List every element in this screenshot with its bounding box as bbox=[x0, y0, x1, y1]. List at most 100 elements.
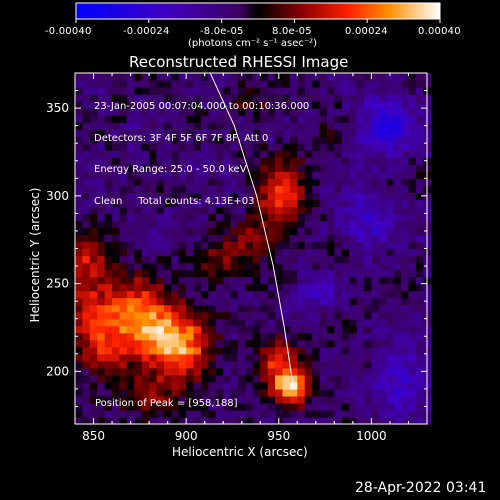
heatmap-pixel bbox=[275, 269, 284, 278]
heatmap-pixel bbox=[215, 136, 224, 144]
heatmap-pixel bbox=[415, 234, 424, 243]
heatmap-pixel bbox=[297, 122, 306, 130]
heatmap-pixel bbox=[141, 367, 150, 376]
heatmap-pixel bbox=[89, 374, 98, 383]
heatmap-pixel bbox=[245, 94, 254, 102]
heatmap-pixel bbox=[238, 381, 247, 390]
heatmap-pixel bbox=[341, 220, 350, 229]
heatmap-pixel bbox=[267, 94, 276, 102]
heatmap-pixel bbox=[238, 80, 247, 88]
heatmap-pixel bbox=[356, 311, 365, 320]
heatmap-pixel bbox=[312, 332, 321, 341]
heatmap-pixel bbox=[178, 129, 187, 137]
heatmap-pixel bbox=[297, 234, 306, 243]
heatmap-pixel bbox=[149, 248, 158, 257]
heatmap-pixel bbox=[82, 353, 91, 362]
heatmap-pixel bbox=[238, 395, 247, 404]
heatmap-pixel bbox=[149, 143, 158, 151]
heatmap-pixel bbox=[126, 157, 135, 165]
heatmap-pixel bbox=[393, 122, 402, 130]
heatmap-pixel bbox=[156, 395, 165, 404]
heatmap-pixel bbox=[415, 276, 424, 285]
heatmap-pixel bbox=[75, 388, 84, 397]
heatmap-pixel bbox=[171, 276, 180, 285]
heatmap-pixel bbox=[112, 388, 121, 397]
heatmap-pixel bbox=[82, 101, 91, 109]
heatmap-pixel bbox=[89, 192, 98, 200]
heatmap-pixel bbox=[252, 108, 261, 116]
heatmap-pixel bbox=[252, 143, 261, 151]
heatmap-pixel bbox=[97, 122, 106, 130]
heatmap-pixel bbox=[267, 87, 276, 95]
heatmap-pixel bbox=[89, 381, 98, 390]
heatmap-pixel bbox=[112, 129, 121, 137]
heatmap-pixel bbox=[104, 227, 113, 236]
heatmap-pixel bbox=[408, 353, 417, 362]
heatmap-pixel bbox=[223, 339, 232, 348]
heatmap-pixel bbox=[326, 304, 335, 313]
heatmap-pixel bbox=[401, 360, 410, 369]
heatmap-pixel bbox=[200, 87, 209, 95]
heatmap-pixel bbox=[215, 87, 224, 95]
heatmap-pixel bbox=[134, 360, 143, 369]
heatmap-pixel bbox=[156, 367, 165, 376]
heatmap-pixel bbox=[252, 269, 261, 278]
heatmap-pixel bbox=[149, 108, 158, 116]
heatmap-pixel bbox=[171, 318, 180, 327]
heatmap-pixel bbox=[267, 318, 276, 327]
heatmap-pixel bbox=[275, 227, 284, 236]
heatmap-pixel bbox=[260, 269, 269, 278]
heatmap-pixel bbox=[289, 192, 298, 200]
heatmap-pixel bbox=[393, 416, 402, 425]
heatmap-pixel bbox=[252, 262, 261, 271]
heatmap-pixel bbox=[289, 409, 298, 418]
heatmap-pixel bbox=[415, 150, 424, 158]
heatmap-pixel bbox=[223, 87, 232, 95]
heatmap-pixel bbox=[378, 108, 387, 116]
heatmap-pixel bbox=[408, 367, 417, 376]
heatmap-pixel bbox=[349, 220, 358, 229]
colorbar-units: (photons cm⁻² s⁻¹ asec⁻²) bbox=[188, 38, 318, 49]
heatmap-pixel bbox=[349, 374, 358, 383]
heatmap-pixel bbox=[312, 360, 321, 369]
heatmap-pixel bbox=[252, 290, 261, 299]
heatmap-pixel bbox=[260, 143, 269, 151]
heatmap-pixel bbox=[238, 108, 247, 116]
heatmap-pixel bbox=[215, 185, 224, 193]
heatmap-pixel bbox=[319, 87, 328, 95]
heatmap-pixel bbox=[401, 171, 410, 179]
heatmap-pixel bbox=[371, 80, 380, 88]
heatmap-pixel bbox=[267, 122, 276, 130]
heatmap-pixel bbox=[371, 325, 380, 334]
heatmap-pixel bbox=[97, 325, 106, 334]
heatmap-pixel bbox=[297, 192, 306, 200]
heatmap-pixel bbox=[378, 115, 387, 123]
heatmap-pixel bbox=[319, 178, 328, 186]
heatmap-pixel bbox=[89, 388, 98, 397]
heatmap-pixel bbox=[208, 213, 217, 222]
heatmap-pixel bbox=[126, 241, 135, 250]
heatmap-pixel bbox=[230, 234, 239, 243]
heatmap-pixel bbox=[401, 318, 410, 327]
heatmap-pixel bbox=[245, 367, 254, 376]
heatmap-pixel bbox=[267, 304, 276, 313]
heatmap-pixel bbox=[223, 262, 232, 271]
heatmap-pixel bbox=[393, 185, 402, 193]
heatmap-pixel bbox=[401, 199, 410, 207]
heatmap-pixel bbox=[134, 143, 143, 151]
heatmap-pixel bbox=[156, 297, 165, 306]
heatmap-pixel bbox=[215, 178, 224, 186]
heatmap-pixel bbox=[289, 332, 298, 341]
heatmap-pixel bbox=[156, 199, 165, 207]
heatmap-pixel bbox=[186, 73, 195, 81]
heatmap-pixel bbox=[82, 276, 91, 285]
heatmap-pixel bbox=[252, 164, 261, 172]
heatmap-pixel bbox=[119, 325, 128, 334]
heatmap-pixel bbox=[82, 171, 91, 179]
heatmap-pixel bbox=[408, 108, 417, 116]
heatmap-pixel bbox=[334, 409, 343, 418]
heatmap-pixel bbox=[178, 87, 187, 95]
heatmap-pixel bbox=[297, 80, 306, 88]
heatmap-pixel bbox=[200, 318, 209, 327]
heatmap-pixel bbox=[200, 297, 209, 306]
